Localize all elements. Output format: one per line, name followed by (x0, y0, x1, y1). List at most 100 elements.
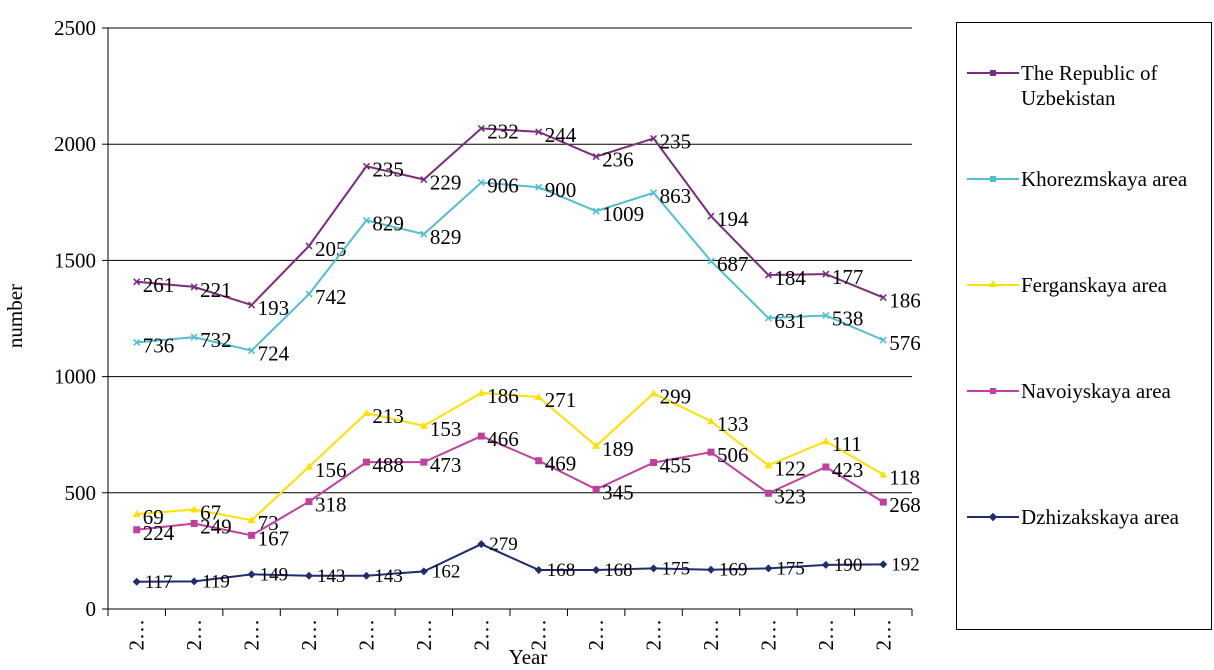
data-point (764, 314, 772, 322)
data-point (707, 417, 715, 425)
x-tick-label: 2… (354, 619, 378, 651)
data-point (707, 212, 715, 220)
data-point (764, 489, 772, 497)
data-point (649, 564, 658, 573)
data-point (650, 134, 658, 142)
series-line (136, 543, 884, 583)
series-khorezmskaya-area: 736 732 724 742 829 829 906 900 1009 863 687 631 538… (133, 174, 921, 366)
series-line (136, 127, 884, 307)
data-label: 271 (545, 388, 577, 412)
data-point (707, 257, 715, 265)
legend-item: The Republic of Uzbekistan (957, 61, 1213, 121)
data-label: 900 (545, 178, 577, 202)
data-point (879, 560, 888, 569)
data-label: 506 (717, 443, 749, 467)
y-tick-label: 1000 (54, 365, 96, 389)
data-label: 175 (662, 558, 691, 579)
data-point (707, 448, 715, 456)
data-label: 236 (602, 148, 634, 172)
data-point (477, 178, 485, 187)
x-tick-label: 2… (584, 619, 608, 651)
data-point (879, 470, 888, 478)
series-navoiyskaya-area: 224 249 167 318 488 473 466 469 345 455 506 323 423 2… (133, 427, 921, 550)
data-point (362, 216, 370, 224)
data-point (821, 560, 830, 569)
data-point (821, 437, 830, 445)
data-label: 205 (315, 237, 347, 261)
legend-label: Dzhizakskaya area (1021, 505, 1179, 529)
data-point (649, 389, 658, 397)
data-label: 279 (489, 534, 518, 555)
data-point (477, 124, 485, 132)
data-label: 576 (889, 331, 921, 355)
legend-marker (990, 70, 996, 76)
series-layer: 261 221 193 205 235 229 232 244 236 235 194 184 177 1… (132, 119, 921, 593)
series-line (136, 435, 884, 537)
legend-label: Khorezmskaya area (1021, 167, 1188, 191)
legend-label: Ferganskaya area (1021, 273, 1167, 297)
data-label: 423 (832, 458, 864, 482)
data-point (362, 162, 370, 170)
data-label: 167 (258, 526, 290, 550)
data-point (822, 270, 830, 278)
data-point (822, 463, 830, 471)
data-label: 829 (430, 225, 462, 249)
x-tick-label: 2… (469, 619, 493, 651)
y-tick-labels: 0 500 1000 1500 2000 2500 (54, 16, 96, 621)
data-label: 184 (774, 266, 806, 290)
data-label: 194 (717, 207, 749, 231)
data-label: 473 (430, 453, 462, 477)
data-label: 149 (260, 564, 289, 585)
data-label: 742 (315, 285, 347, 309)
data-label: 235 (372, 157, 404, 181)
data-label: 153 (430, 417, 462, 441)
data-label: 186 (487, 384, 519, 408)
data-label: 1009 (602, 202, 644, 226)
data-label: 323 (774, 484, 806, 508)
data-point (247, 516, 256, 524)
data-label: 687 (717, 252, 749, 276)
data-label: 232 (487, 119, 519, 143)
y-tick-label: 2500 (54, 16, 96, 40)
data-label: 299 (660, 384, 692, 408)
data-label: 156 (315, 458, 347, 482)
data-point (190, 505, 199, 513)
data-label: 122 (774, 456, 806, 480)
gridlines (108, 27, 912, 494)
data-point (879, 336, 887, 344)
data-label: 162 (432, 561, 461, 582)
data-point (305, 462, 313, 470)
data-point (248, 301, 256, 309)
data-label: 192 (891, 554, 920, 575)
x-axis-title: Year (509, 645, 548, 669)
data-label: 119 (202, 571, 230, 592)
data-point (477, 388, 486, 396)
data-label: 189 (602, 437, 634, 461)
legend-marker (990, 176, 996, 182)
data-label: 221 (200, 278, 232, 302)
legend-marker (989, 280, 997, 287)
data-label: 906 (487, 174, 519, 198)
data-point (248, 347, 256, 355)
legend-marker (988, 512, 998, 522)
data-label: 538 (832, 306, 864, 330)
data-point (305, 571, 313, 580)
data-label: 724 (258, 342, 290, 366)
data-label: 169 (719, 560, 748, 581)
series-line (136, 181, 884, 352)
data-point (420, 230, 428, 238)
data-label: 67 (200, 501, 221, 525)
data-point (592, 485, 600, 493)
data-label: 244 (545, 123, 577, 147)
data-point (362, 458, 370, 466)
y-tick-label: 0 (86, 597, 97, 621)
data-point (132, 510, 141, 518)
data-point (592, 152, 600, 161)
legend-item: Khorezmskaya area (957, 167, 1213, 227)
data-point (592, 565, 601, 574)
data-label: 268 (889, 493, 921, 517)
data-point (822, 311, 830, 320)
series-line (136, 391, 884, 522)
